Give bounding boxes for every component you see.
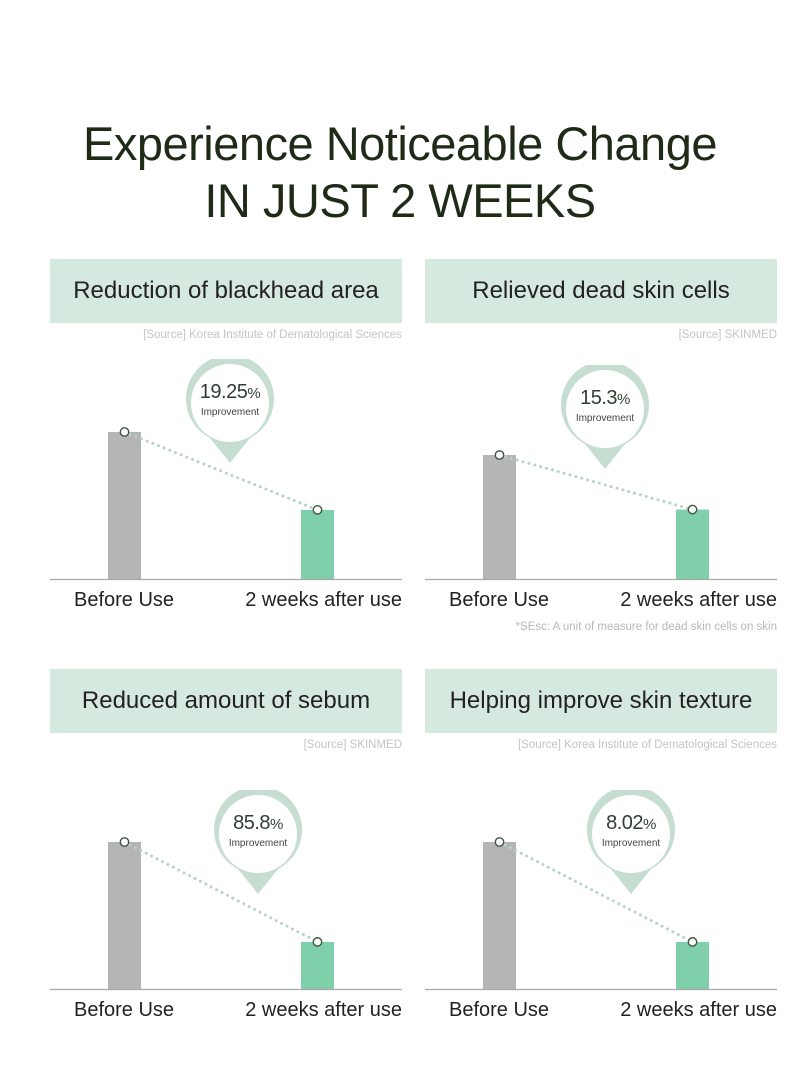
bar-before-use (108, 432, 141, 579)
improvement-caption: Improvement (601, 838, 661, 849)
bar-after-use (301, 509, 334, 579)
trend-dotted-line (498, 840, 694, 944)
trend-dotted-line (123, 840, 319, 944)
page-title-line1: Experience Noticeable Change (83, 117, 717, 170)
x-label-before: Before Use (449, 589, 550, 611)
chart-panel-blackhead: Reduction of blackhead area [Source] Kor… (50, 259, 402, 659)
improvement-percent: 85.8% (233, 812, 283, 834)
chart-heading: Reduced amount of sebum (50, 669, 402, 733)
point-before-use (119, 427, 130, 437)
improvement-percent: 8.02% (606, 812, 656, 834)
chart-heading: Reduction of blackhead area (50, 259, 402, 323)
point-after-use (312, 505, 323, 515)
point-after-use (312, 937, 323, 947)
chart-panel-sebum: Reduced amount of sebum [Source] SKINMED… (50, 669, 402, 1069)
map-pin-icon (561, 365, 649, 469)
chart-heading: Helping improve skin texture (425, 669, 777, 733)
bar-chart (50, 837, 402, 991)
improvement-caption: Improvement (575, 413, 635, 424)
bar-after-use (676, 509, 709, 579)
x-label-after: 2 weeks after use (620, 999, 777, 1021)
map-pin-icon (186, 359, 274, 463)
map-pin-icon (214, 790, 302, 894)
improvement-pin: 8.02% Improvement (585, 790, 677, 898)
chart-source: [Source] Korea Institute of Dematologica… (518, 739, 777, 751)
point-before-use (119, 837, 130, 847)
bar-chart (425, 837, 777, 991)
pin-face (592, 795, 670, 873)
point-after-use (687, 937, 698, 947)
pin-face (191, 364, 269, 442)
chart-source: [Source] Korea Institute of Dematologica… (143, 329, 402, 341)
x-label-before: Before Use (449, 999, 550, 1021)
chart-source: [Source] SKINMED (678, 329, 777, 341)
improvement-pin: 15.3% Improvement (559, 365, 651, 473)
improvement-percent: 15.3% (580, 387, 630, 409)
chart-source: [Source] SKINMED (303, 739, 402, 751)
bar-after-use (301, 941, 334, 989)
page-title-line2: IN JUST 2 WEEKS (204, 174, 596, 227)
point-after-use (687, 504, 698, 515)
bar-before-use (483, 455, 516, 579)
chart-footnote: *SEsc: A unit of measure for dead skin c… (515, 621, 777, 633)
point-before-use (494, 837, 505, 847)
bar-before-use (108, 842, 141, 989)
improvement-pin: 85.8% Improvement (212, 790, 304, 898)
bar-before-use (483, 842, 516, 989)
map-pin-icon (587, 790, 675, 894)
x-label-after: 2 weeks after use (245, 999, 402, 1021)
chart-panel-dead-skin: Relieved dead skin cells [Source] SKINME… (425, 259, 777, 659)
point-before-use (494, 450, 505, 460)
improvement-caption: Improvement (228, 838, 288, 849)
x-label-after: 2 weeks after use (245, 589, 402, 611)
pin-face (219, 795, 297, 873)
pin-face (566, 370, 644, 448)
improvement-caption: Improvement (200, 407, 260, 418)
x-label-before: Before Use (74, 589, 175, 611)
x-label-before: Before Use (74, 999, 175, 1021)
chart-heading: Relieved dead skin cells (425, 259, 777, 323)
bar-chart (50, 427, 402, 581)
bar-after-use (676, 941, 709, 989)
chart-panel-skin-texture: Helping improve skin texture [Source] Ko… (425, 669, 777, 1069)
trend-dotted-line (123, 430, 319, 512)
x-label-after: 2 weeks after use (620, 589, 777, 611)
improvement-percent: 19.25% (199, 381, 261, 403)
bar-chart (425, 450, 777, 581)
improvement-pin: 19.25% Improvement (184, 359, 276, 467)
